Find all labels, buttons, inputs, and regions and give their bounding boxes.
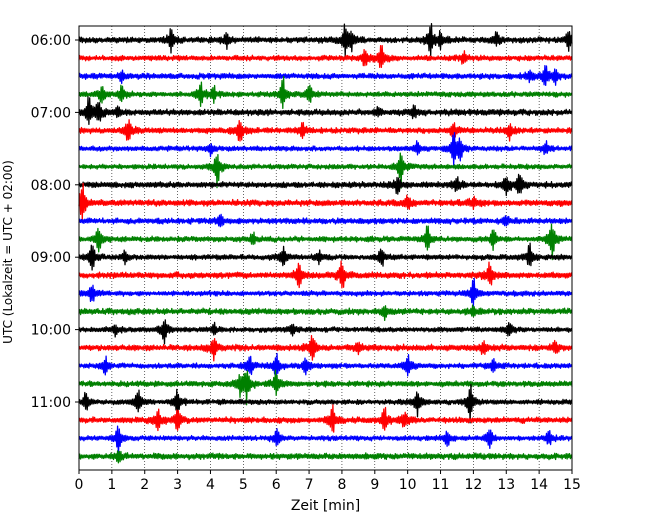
y-tick-label: 11:00 — [31, 395, 71, 411]
x-tick-label: 14 — [530, 477, 548, 493]
y-axis-label: UTC (Lokalzeit = UTC + 02:00) — [1, 160, 15, 344]
y-tick-label: 06:00 — [31, 33, 71, 49]
vertical-grid — [111, 26, 540, 470]
seismogram-trace — [78, 319, 573, 345]
x-tick-label: 15 — [563, 477, 581, 493]
seismogram-trace — [78, 131, 573, 166]
seismogram-trace — [78, 119, 573, 142]
y-axis-ticks: 06:00 07:00 08:00 09:00 10:00 11:00 — [31, 33, 79, 411]
seismogram-trace — [78, 383, 573, 424]
seismogram-trace — [78, 23, 573, 58]
x-tick-label: 3 — [173, 477, 182, 493]
x-tick-label: 4 — [206, 477, 215, 493]
x-tick-label: 0 — [75, 477, 84, 493]
seismogram-trace — [78, 260, 573, 289]
seismogram-trace — [78, 173, 573, 197]
y-tick-label: 10:00 — [31, 323, 71, 339]
x-tick-label: 7 — [305, 477, 314, 493]
y-tick-label: 09:00 — [31, 250, 71, 266]
x-tick-label: 9 — [370, 477, 379, 493]
seismogram-trace — [78, 65, 573, 87]
seismogram-trace — [78, 404, 573, 433]
y-tick-label: 08:00 — [31, 178, 71, 194]
seismogram-trace — [78, 335, 573, 362]
trace-group — [78, 23, 573, 464]
seismogram-trace — [78, 96, 573, 125]
x-tick-label: 6 — [272, 477, 281, 493]
x-tick-label: 8 — [337, 477, 346, 493]
seismogram-trace — [78, 182, 573, 221]
seismogram-trace — [78, 425, 573, 457]
seismogram-trace — [78, 277, 573, 307]
x-tick-label: 5 — [239, 477, 248, 493]
x-tick-label: 2 — [140, 477, 149, 493]
x-tick-label: 12 — [464, 477, 482, 493]
seismogram-trace — [78, 213, 573, 228]
seismogram-trace — [78, 304, 573, 322]
x-tick-label: 1 — [107, 477, 116, 493]
seismogram-trace — [78, 223, 573, 261]
x-tick-label: 13 — [497, 477, 515, 493]
seismogram-trace — [78, 75, 573, 109]
seismogram-trace — [78, 44, 573, 69]
y-tick-label: 07:00 — [31, 105, 71, 121]
x-axis-label: Zeit [min] — [291, 498, 360, 514]
x-tick-label: 10 — [399, 477, 417, 493]
plot-frame — [78, 25, 573, 471]
x-axis-ticks: 0 1 2 3 4 5 6 7 8 9 10 11 12 13 14 15 — [75, 470, 581, 493]
seismogram-trace — [78, 369, 573, 406]
seismogram-trace — [78, 152, 573, 189]
x-tick-label: 11 — [432, 477, 450, 493]
seismogram-trace — [78, 450, 573, 464]
seismogram-trace — [78, 242, 573, 271]
seismogram-trace — [78, 352, 573, 381]
